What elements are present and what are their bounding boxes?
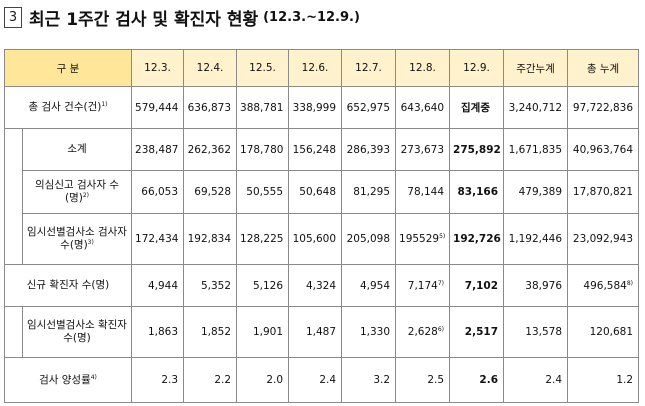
table-row: 신규 확진자 수(명) 4,944 5,352 5,126 4,324 4,954 7,17… <box>3 264 640 307</box>
data-cell: 2.4 <box>288 357 343 403</box>
data-cell: 205,098 <box>341 213 397 265</box>
data-cell: 3.2 <box>341 357 397 403</box>
data-cell: 178,780 <box>236 128 290 171</box>
covid-test-table: 구 분 12.3. 12.4. 12.5. 12.6. 12.7. 12.8. … <box>3 49 640 403</box>
data-cell: 50,648 <box>288 170 343 214</box>
header-col: 12.9. <box>449 49 505 87</box>
data-cell: 50,555 <box>236 170 290 214</box>
data-cell: 2,517 <box>449 306 505 358</box>
data-cell: 1,487 <box>288 306 343 358</box>
data-cell: 128,225 <box>236 213 290 265</box>
table-row: 의심신고 검사자 수(명)2) 66,053 69,528 50,555 50,648 8… <box>4 170 640 214</box>
data-cell: 275,892 <box>449 128 505 171</box>
data-cell: 4,954 <box>341 264 397 307</box>
table-row: 임시선별검사소 검사자 수(명)3) 172,434 192,834 128,225 1… <box>4 213 640 265</box>
data-cell: 78,144 <box>395 170 451 214</box>
data-cell: 496,5848) <box>567 264 640 307</box>
indent-cell <box>4 128 23 171</box>
header-col: 12.6. <box>288 49 343 87</box>
header-col: 12.8. <box>395 49 451 87</box>
data-cell: 2.5 <box>395 357 451 403</box>
header-category: 구 분 <box>3 49 133 87</box>
data-cell: 1,901 <box>236 306 290 358</box>
data-cell: 1,330 <box>341 306 397 358</box>
data-cell: 636,873 <box>183 86 238 129</box>
data-cell: 643,640 <box>395 86 451 129</box>
data-cell: 4,944 <box>131 264 185 307</box>
header-col: 12.5. <box>236 49 290 87</box>
data-cell: 238,487 <box>131 128 185 171</box>
data-cell: 1,192,446 <box>503 213 569 265</box>
data-cell: 38,976 <box>503 264 569 307</box>
header-row: 구 분 12.3. 12.4. 12.5. 12.6. 12.7. 12.8. … <box>3 49 640 87</box>
data-cell: 156,248 <box>288 128 343 171</box>
data-cell: 1.2 <box>567 357 640 403</box>
data-cell: 1,671,835 <box>503 128 569 171</box>
row-label: 임시선별검사소 검사자 수(명)3) <box>21 213 133 265</box>
data-cell: 120,681 <box>567 306 640 358</box>
table-row: 총 검사 건수(건)1) 579,444 636,873 388,781 338,999… <box>3 86 640 129</box>
data-cell: 66,053 <box>131 170 185 214</box>
data-cell: 1,852 <box>183 306 238 358</box>
header-col: 주간누계 <box>503 49 569 87</box>
data-cell: 5,126 <box>236 264 290 307</box>
data-cell: 81,295 <box>341 170 397 214</box>
data-cell: 479,389 <box>503 170 569 214</box>
data-cell: 2.4 <box>503 357 569 403</box>
data-cell: 17,870,821 <box>567 170 640 214</box>
indent-cell <box>4 306 23 358</box>
row-label: 총 검사 건수(건)1) <box>3 86 133 129</box>
data-cell: 69,528 <box>183 170 238 214</box>
table-row: 임시선별검사소 확진자 수(명) 1,863 1,852 1,901 1,487 1,33… <box>4 306 640 358</box>
data-cell: 집계중 <box>449 86 505 129</box>
data-cell: 13,578 <box>503 306 569 358</box>
data-cell: 2.3 <box>131 357 185 403</box>
page-title: 3 최근 1주간 검사 및 확진자 현황 (12.3.~12.9.) <box>4 4 360 30</box>
data-cell: 652,975 <box>341 86 397 129</box>
row-label: 소계 <box>21 128 133 171</box>
table-row: 검사 양성률4) 2.3 2.2 2.0 2.4 3.2 2.5 2.6 2.4 1.2 <box>3 357 640 403</box>
data-cell: 338,999 <box>288 86 343 129</box>
data-cell: 23,092,943 <box>567 213 640 265</box>
title-date-range: (12.3.~12.9.) <box>263 9 360 25</box>
data-cell: 7,102 <box>449 264 505 307</box>
data-cell: 579,444 <box>131 86 185 129</box>
data-cell: 286,393 <box>341 128 397 171</box>
section-number: 3 <box>4 6 22 28</box>
header-col: 총 누계 <box>567 49 640 87</box>
data-cell: 192,834 <box>183 213 238 265</box>
data-cell: 7,1747) <box>395 264 451 307</box>
data-cell: 5,352 <box>183 264 238 307</box>
data-cell: 83,166 <box>449 170 505 214</box>
indent-cell <box>4 213 23 265</box>
data-cell: 97,722,836 <box>567 86 640 129</box>
row-label: 의심신고 검사자 수(명)2) <box>21 170 133 214</box>
title-text: 최근 1주간 검사 및 확진자 현황 <box>29 9 259 30</box>
data-cell: 2.6 <box>449 357 505 403</box>
data-cell: 172,434 <box>131 213 185 265</box>
row-label: 신규 확진자 수(명) <box>3 264 133 307</box>
header-col: 12.4. <box>183 49 238 87</box>
data-cell: 388,781 <box>236 86 290 129</box>
data-cell: 40,963,764 <box>567 128 640 171</box>
data-cell: 262,362 <box>183 128 238 171</box>
data-cell: 2,6286) <box>395 306 451 358</box>
header-col: 12.7. <box>341 49 397 87</box>
data-cell: 273,673 <box>395 128 451 171</box>
data-cell: 192,726 <box>449 213 505 265</box>
row-label: 검사 양성률4) <box>3 357 133 403</box>
data-cell: 2.2 <box>183 357 238 403</box>
table-row: 소계 238,487 262,362 178,780 156,248 286,393 273… <box>4 128 640 171</box>
row-label: 임시선별검사소 확진자 수(명) <box>21 306 133 358</box>
indent-cell <box>4 170 23 214</box>
data-cell: 105,600 <box>288 213 343 265</box>
header-col: 12.3. <box>131 49 185 87</box>
data-cell: 1955295) <box>395 213 451 265</box>
data-cell: 4,324 <box>288 264 343 307</box>
data-cell: 3,240,712 <box>503 86 569 129</box>
data-cell: 1,863 <box>131 306 185 358</box>
data-cell: 2.0 <box>236 357 290 403</box>
